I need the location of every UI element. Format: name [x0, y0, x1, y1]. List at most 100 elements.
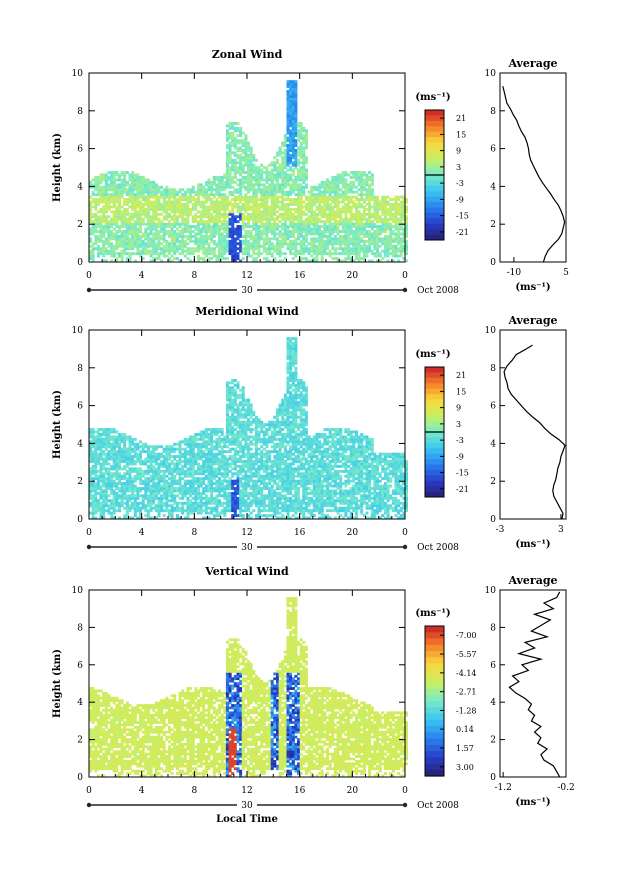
heatmap-cell	[210, 213, 213, 216]
heatmap-cell	[244, 230, 247, 233]
heatmap-cell	[287, 144, 290, 147]
heatmap-cell	[113, 196, 116, 199]
heatmap-cell	[113, 480, 116, 483]
heatmap-cell	[284, 218, 287, 221]
heatmap-cell	[173, 480, 176, 483]
heatmap-cell	[186, 450, 189, 453]
heatmap-cell	[392, 225, 395, 228]
heatmap-cell	[279, 166, 282, 169]
heatmap-cell	[234, 218, 237, 221]
heatmap-cell	[247, 252, 250, 255]
heatmap-cell	[294, 93, 297, 96]
heatmap-cell	[300, 196, 303, 199]
heatmap-cell	[400, 201, 403, 204]
heatmap-cell	[136, 252, 139, 255]
heatmap-cell	[181, 218, 184, 221]
heatmap-cell	[100, 470, 103, 473]
heatmap-cell	[192, 203, 195, 206]
heatmap-cell	[310, 237, 313, 240]
heatmap-cell	[163, 240, 166, 243]
heatmap-cell	[200, 497, 203, 500]
heatmap-cell	[171, 235, 174, 238]
heatmap-cell	[231, 144, 234, 147]
heatmap-cell	[213, 210, 216, 213]
heatmap-cell	[305, 183, 308, 186]
heatmap-cell	[200, 247, 203, 250]
heatmap-cell	[226, 183, 229, 186]
heatmap-cell	[171, 497, 174, 500]
heatmap-cell	[155, 475, 158, 478]
heatmap-cell	[208, 512, 211, 515]
heatmap-cell	[310, 188, 313, 191]
heatmap-cell	[355, 213, 358, 216]
heatmap-cell	[144, 223, 147, 226]
heatmap-cell	[150, 223, 153, 226]
heatmap-cell	[165, 218, 168, 221]
heatmap-cell	[208, 480, 211, 483]
heatmap-cell	[387, 213, 390, 216]
heatmap-cell	[342, 235, 345, 238]
heatmap-cell	[231, 159, 234, 162]
heatmap-cell	[92, 470, 95, 473]
heatmap-cell	[292, 80, 295, 83]
heatmap-cell	[273, 166, 276, 169]
heatmap-cell	[215, 206, 218, 209]
heatmap-cell	[105, 247, 108, 250]
heatmap-cell	[165, 509, 168, 512]
heatmap-cell	[400, 245, 403, 248]
heatmap-cell	[155, 458, 158, 461]
heatmap-cell	[165, 458, 168, 461]
heatmap-cell	[205, 494, 208, 497]
heatmap-cell	[242, 164, 245, 167]
heatmap-cell	[136, 504, 139, 507]
heatmap-cell	[318, 201, 321, 204]
heatmap-cell	[239, 188, 242, 191]
heatmap-cell	[150, 245, 153, 248]
heatmap-cell	[392, 230, 395, 233]
heatmap-cell	[126, 210, 129, 213]
heatmap-cell	[100, 428, 103, 431]
heatmap-cell	[231, 245, 234, 248]
heatmap-cell	[136, 247, 139, 250]
heatmap-cell	[255, 210, 258, 213]
heatmap-cell	[294, 85, 297, 88]
heatmap-cell	[287, 132, 290, 135]
heatmap-cell	[255, 218, 258, 221]
heatmap-cell	[123, 453, 126, 456]
heatmap-cell	[181, 228, 184, 231]
heatmap-cell	[242, 149, 245, 152]
heatmap-cell	[129, 480, 132, 483]
heatmap-cell	[118, 463, 121, 466]
heatmap-cell	[276, 183, 279, 186]
heatmap-cell	[271, 218, 274, 221]
heatmap-cell	[147, 514, 150, 517]
heatmap-cell	[337, 183, 340, 186]
heatmap-cell	[171, 485, 174, 488]
heatmap-cell	[371, 228, 374, 231]
heatmap-cell	[202, 467, 205, 470]
heatmap-cell	[244, 171, 247, 174]
heatmap-cell	[250, 183, 253, 186]
heatmap-cell	[302, 176, 305, 179]
heatmap-cell	[366, 193, 369, 196]
heatmap-cell	[92, 206, 95, 209]
heatmap-cell	[131, 448, 134, 451]
heatmap-cell	[118, 179, 121, 182]
heatmap-cell	[155, 201, 158, 204]
heatmap-cell	[202, 252, 205, 255]
heatmap-cell	[184, 458, 187, 461]
heatmap-cell	[400, 240, 403, 243]
heatmap-cell	[113, 502, 116, 505]
heatmap-cell	[368, 210, 371, 213]
heatmap-cell	[376, 228, 379, 231]
heatmap-cell	[329, 252, 332, 255]
heatmap-cell	[244, 186, 247, 189]
heatmap-cell	[107, 220, 110, 223]
heatmap-cell	[165, 445, 168, 448]
heatmap-cell	[321, 252, 324, 255]
heatmap-cell	[400, 247, 403, 250]
heatmap-cell	[260, 179, 263, 182]
heatmap-cell	[144, 230, 147, 233]
heatmap-cell	[297, 252, 300, 255]
heatmap-cell	[197, 433, 200, 436]
